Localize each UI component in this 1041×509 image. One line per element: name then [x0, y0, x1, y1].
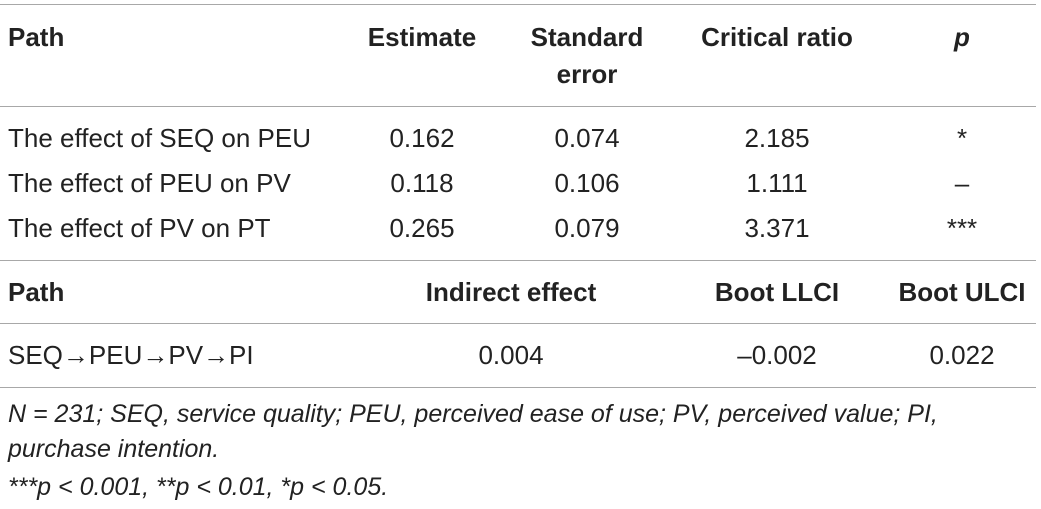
- footnote-abbreviations-line2: purchase intention.: [8, 435, 220, 463]
- header2-path: Path: [8, 277, 65, 307]
- header-rule: [0, 106, 1036, 107]
- header-indirect-effect: Indirect effect: [425, 277, 597, 307]
- row1-standard-error: 0.074: [554, 123, 620, 153]
- row4-path: SEQ→PEU→PV→PI: [8, 340, 254, 370]
- header-standard-error-line1: Standard: [530, 22, 644, 52]
- header-p: p: [954, 22, 970, 52]
- row3-estimate: 0.265: [389, 213, 455, 243]
- header2-rule: [0, 323, 1036, 324]
- top-rule: [0, 4, 1036, 5]
- row1-path: The effect of SEQ on PEU: [8, 123, 312, 153]
- section-rule: [0, 260, 1036, 261]
- row2-path: The effect of PEU on PV: [8, 168, 291, 198]
- header-standard-error-line2: error: [556, 59, 618, 89]
- row1-critical-ratio: 2.185: [744, 123, 810, 153]
- row3-path: The effect of PV on PT: [8, 213, 271, 243]
- footnote-significance: ***p < 0.001, **p < 0.01, *p < 0.05.: [8, 473, 389, 501]
- header-path: Path: [8, 22, 65, 52]
- row4-indirect-effect: 0.004: [478, 340, 544, 370]
- row2-standard-error: 0.106: [554, 168, 620, 198]
- row4-boot-ulci: 0.022: [929, 340, 995, 370]
- row3-p: ***: [946, 213, 978, 243]
- row1-p: *: [956, 123, 968, 153]
- bottom-rule: [0, 387, 1036, 388]
- header-critical-ratio: Critical ratio: [701, 22, 853, 52]
- row4-boot-llci: –0.002: [737, 340, 817, 370]
- row3-standard-error: 0.079: [554, 213, 620, 243]
- row1-estimate: 0.162: [389, 123, 455, 153]
- row2-critical-ratio: 1.111: [746, 168, 808, 198]
- row3-critical-ratio: 3.371: [744, 213, 810, 243]
- header-boot-llci: Boot LLCI: [714, 277, 840, 307]
- footnote-abbreviations-line1: N = 231; SEQ, service quality; PEU, perc…: [8, 400, 938, 428]
- header-boot-ulci: Boot ULCI: [898, 277, 1026, 307]
- row2-p: –: [954, 168, 970, 198]
- header-estimate: Estimate: [367, 22, 477, 52]
- row2-estimate: 0.118: [390, 168, 454, 198]
